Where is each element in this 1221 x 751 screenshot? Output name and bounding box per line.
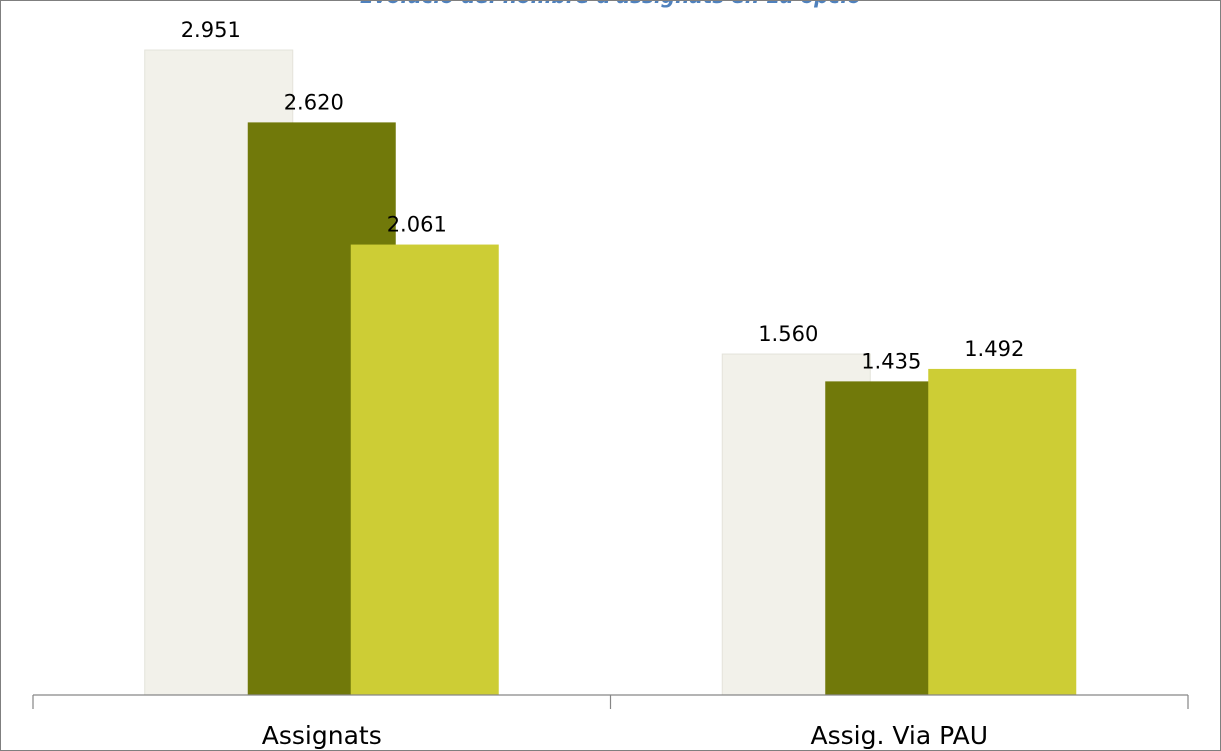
value-label-1-2: 1.492 — [964, 337, 1024, 361]
x-axis — [33, 695, 1188, 709]
value-label-0-1: 2.620 — [284, 90, 344, 114]
value-label-0-0: 2.951 — [181, 18, 241, 42]
category-labels-group: Assignats Assig. Via PAU — [262, 721, 988, 750]
category-label-0: Assignats — [262, 721, 382, 750]
value-label-1-1: 1.435 — [861, 349, 921, 373]
category-label-1: Assig. Via PAU — [810, 721, 988, 750]
bar-1-2 — [928, 369, 1076, 695]
value-label-0-2: 2.061 — [387, 213, 447, 237]
bar-0-2 — [351, 245, 499, 695]
value-label-1-0: 1.560 — [758, 322, 818, 346]
bars-group — [145, 50, 1077, 695]
